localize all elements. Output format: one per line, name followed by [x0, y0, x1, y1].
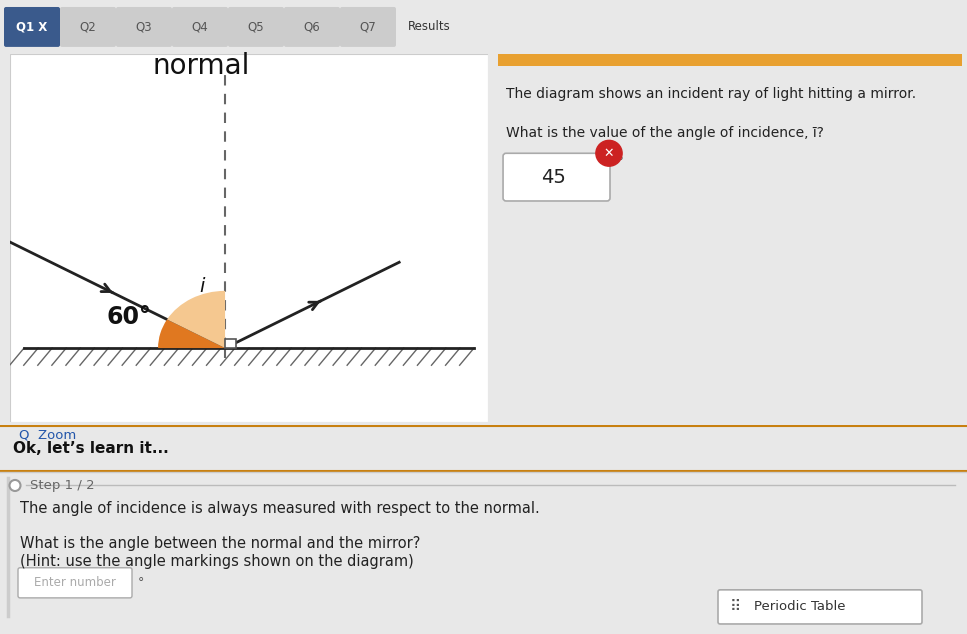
- Text: i: i: [199, 277, 205, 296]
- FancyBboxPatch shape: [116, 7, 172, 47]
- Text: Q  Zoom: Q Zoom: [19, 429, 76, 441]
- Text: 60°: 60°: [107, 306, 152, 330]
- Text: Enter number: Enter number: [34, 576, 116, 590]
- Text: °: °: [617, 156, 624, 170]
- Text: (Hint: use the angle markings shown on the diagram): (Hint: use the angle markings shown on t…: [20, 554, 414, 569]
- Text: The diagram shows an incident ray of light hitting a mirror.: The diagram shows an incident ray of lig…: [506, 87, 916, 101]
- FancyBboxPatch shape: [503, 153, 610, 201]
- FancyBboxPatch shape: [60, 7, 116, 47]
- Wedge shape: [158, 320, 225, 348]
- FancyBboxPatch shape: [284, 7, 340, 47]
- Text: Q2: Q2: [79, 20, 97, 34]
- Text: Ok, let’s learn it...: Ok, let’s learn it...: [13, 441, 168, 456]
- Text: normal: normal: [153, 52, 249, 80]
- FancyBboxPatch shape: [4, 7, 60, 47]
- Text: Q1 X: Q1 X: [16, 20, 47, 34]
- FancyBboxPatch shape: [10, 54, 488, 422]
- Text: Q6: Q6: [304, 20, 320, 34]
- Text: Results: Results: [408, 20, 451, 34]
- Bar: [498, 54, 962, 66]
- Text: Q3: Q3: [135, 20, 153, 34]
- Wedge shape: [167, 291, 225, 348]
- Circle shape: [596, 140, 622, 166]
- Text: °: °: [138, 576, 144, 590]
- Text: Periodic Table: Periodic Table: [754, 600, 846, 614]
- Text: ⠿: ⠿: [730, 599, 741, 614]
- Circle shape: [10, 480, 20, 491]
- Text: 45: 45: [542, 167, 566, 186]
- FancyBboxPatch shape: [18, 568, 132, 598]
- FancyBboxPatch shape: [172, 7, 228, 47]
- Text: Q4: Q4: [191, 20, 208, 34]
- Text: Q7: Q7: [360, 20, 376, 34]
- FancyBboxPatch shape: [340, 7, 396, 47]
- FancyBboxPatch shape: [228, 7, 284, 47]
- Text: What is the value of the angle of incidence, ī?: What is the value of the angle of incide…: [506, 126, 824, 140]
- Text: The angle of incidence is always measured with respect to the normal.: The angle of incidence is always measure…: [20, 501, 540, 516]
- FancyBboxPatch shape: [718, 590, 922, 624]
- Text: Step 1 / 2: Step 1 / 2: [30, 479, 95, 492]
- Text: Q5: Q5: [248, 20, 264, 34]
- Text: What is the angle between the normal and the mirror?: What is the angle between the normal and…: [20, 536, 421, 551]
- Bar: [225, 339, 236, 348]
- Text: ✕: ✕: [603, 147, 614, 160]
